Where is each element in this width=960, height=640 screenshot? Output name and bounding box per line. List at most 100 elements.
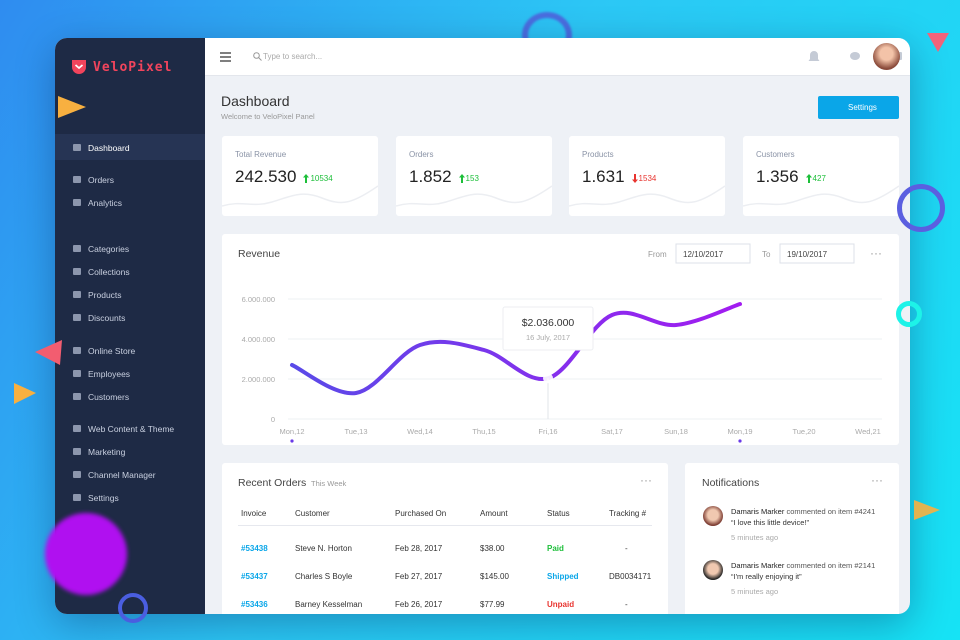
tooltip-date: 16 July, 2017	[526, 333, 570, 342]
action: commented on item #2141	[786, 561, 876, 570]
sidebar: VeloPixel Dashboard Orders Analytics Catego…	[55, 38, 205, 614]
cell: Feb 27, 2017	[395, 572, 443, 581]
column-header: Customer	[295, 509, 330, 518]
deco	[118, 593, 148, 623]
point-highlight	[543, 373, 553, 384]
menu-item[interactable]: Analytics	[88, 198, 123, 208]
deco	[897, 184, 945, 232]
stat-change: 10534	[310, 174, 333, 183]
cell: -	[625, 544, 628, 553]
deco	[45, 513, 127, 595]
menu-item[interactable]: Customers	[88, 392, 130, 402]
stat-label: Total Revenue	[235, 150, 287, 159]
menu-item[interactable]: Channel Manager	[88, 470, 156, 480]
date-label: To	[762, 250, 771, 259]
topbar: Type to search...	[205, 38, 910, 76]
settings-button[interactable]: Settings	[818, 96, 899, 119]
date-label: From	[648, 250, 667, 259]
menu-item[interactable]: Settings	[88, 493, 119, 503]
cell: DB0034171	[609, 572, 652, 581]
x-marker	[738, 439, 742, 443]
x-tick-label: Fri,16	[538, 427, 557, 436]
menu-item[interactable]: Online Store	[88, 346, 136, 356]
avatar[interactable]	[873, 43, 900, 70]
stat-value: 1.852	[409, 167, 452, 186]
cell: #53437	[241, 572, 268, 581]
y-tick-label: 6.000.000	[242, 295, 275, 304]
cell: Charles S Boyle	[295, 572, 353, 581]
date-input[interactable]	[779, 243, 855, 264]
x-tick-label: Thu,15	[472, 427, 495, 436]
search[interactable]: Type to search...	[263, 52, 323, 61]
y-tick-label: 0	[271, 415, 275, 424]
column-header: Status	[547, 509, 570, 518]
orders-title: Recent Orders	[238, 477, 307, 489]
change-arrow	[458, 174, 465, 183]
menu-item[interactable]: Web Content & Theme	[88, 424, 175, 434]
sparkline	[396, 185, 552, 207]
menu-item[interactable]: Dashboard	[88, 143, 130, 153]
x-tick-label: Sun,18	[664, 427, 688, 436]
menu-item[interactable]: Collections	[88, 267, 130, 277]
cell: #53438	[241, 544, 268, 553]
cell: Paid	[547, 544, 564, 553]
stat-card: Orders 1.852 153	[396, 136, 552, 216]
tooltip-value: $2.036.000	[522, 317, 575, 329]
notifications-title: Notifications	[702, 477, 760, 489]
menu-item[interactable]: Marketing	[88, 447, 126, 457]
more[interactable]: ···	[640, 473, 652, 487]
change-arrow	[805, 174, 812, 183]
revenue-line	[290, 302, 742, 396]
menu-icon	[73, 245, 81, 252]
y-tick-label: 4.000.000	[242, 335, 275, 344]
x-tick-label: Wed,14	[407, 427, 433, 436]
menu-item[interactable]: Products	[88, 290, 122, 300]
column-header: Amount	[480, 509, 508, 518]
column-header: Purchased On	[395, 509, 447, 518]
stat-change: 153	[465, 174, 479, 183]
date-input[interactable]	[675, 243, 751, 264]
avatar	[703, 506, 723, 526]
x-tick-label: Tue,13	[344, 427, 367, 436]
x-marker	[290, 439, 294, 443]
menu-icon	[73, 144, 81, 151]
menu-item[interactable]: Orders	[88, 175, 114, 185]
change-arrow	[303, 174, 310, 183]
sparkline	[569, 185, 725, 207]
deco	[896, 301, 922, 327]
cell: #53436	[241, 600, 268, 609]
search-icon	[253, 52, 262, 61]
stat-card: Customers 1.356 427	[743, 136, 899, 216]
page-subtitle: Welcome to VeloPixel Panel	[221, 112, 315, 121]
stat-label: Orders	[409, 150, 434, 159]
button-label: Settings	[848, 103, 877, 112]
menu-icon	[73, 291, 81, 298]
time: 5 minutes ago	[731, 587, 779, 596]
avatar	[703, 560, 723, 580]
more[interactable]: ···	[870, 246, 882, 260]
menu-icon	[73, 370, 81, 377]
stat-label: Products	[582, 150, 614, 159]
brand: VeloPixel	[93, 60, 173, 75]
x-tick-label: Wed,21	[855, 427, 881, 436]
date-value: 12/10/2017	[683, 250, 724, 259]
chart: Revenue From 12/10/2017 To 19/10/2017 ··· 0 2.0…	[238, 243, 882, 443]
orders-card: Recent Orders This Week ··· Invoice Custo…	[222, 463, 668, 614]
more[interactable]: ···	[871, 473, 883, 487]
menu-item[interactable]: Categories	[88, 244, 130, 254]
menu-icon	[73, 393, 81, 400]
stat-value: 1.631	[582, 167, 625, 186]
menu-icon	[73, 494, 81, 501]
notification-text: Damaris Marker commented on item #4241	[731, 507, 875, 516]
revenue-card: Revenue From 12/10/2017 To 19/10/2017 ··· 0 2.0…	[222, 234, 899, 445]
action: commented on item #4241	[786, 507, 876, 516]
menu-button[interactable]	[220, 52, 232, 62]
menu-icon	[73, 314, 81, 321]
user: Damaris Marker	[731, 507, 785, 516]
cell: Unpaid	[547, 600, 575, 609]
menu-item[interactable]: Employees	[88, 369, 131, 379]
sparkline	[743, 185, 899, 207]
cell: $38.00	[480, 544, 505, 553]
menu-icon	[73, 176, 81, 183]
menu-item[interactable]: Discounts	[88, 313, 126, 323]
